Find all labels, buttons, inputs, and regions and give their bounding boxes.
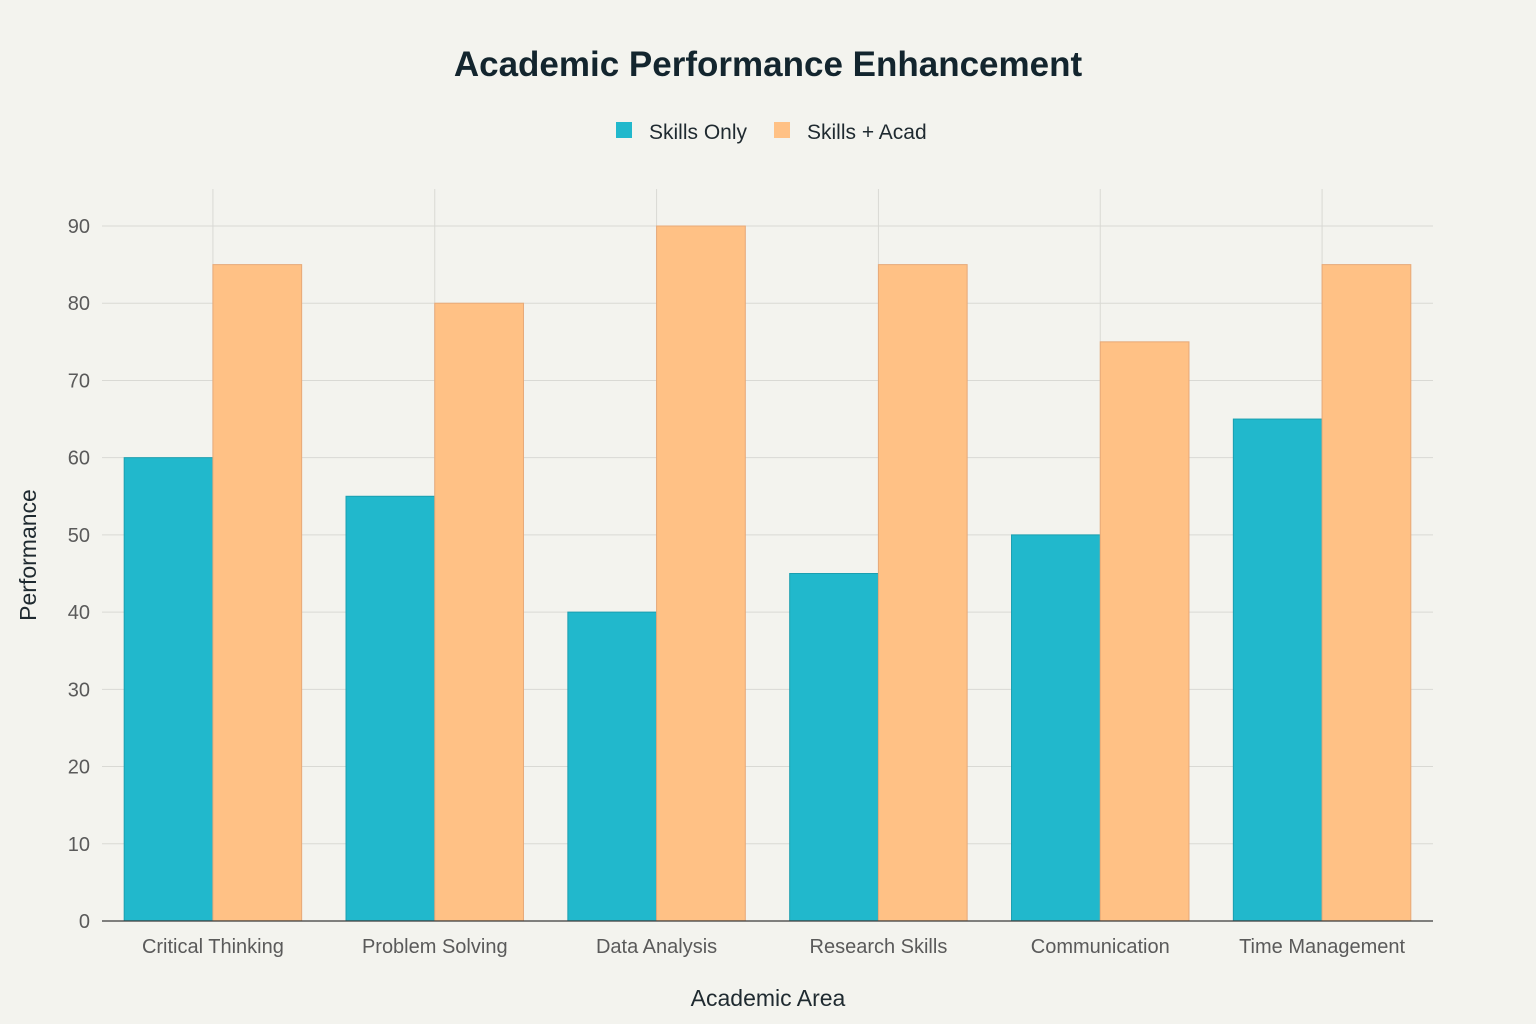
y-tick-label: 60: [68, 448, 90, 470]
bar-skills-only-research-skills: [789, 573, 879, 922]
y-tick-label: 40: [68, 602, 90, 624]
y-tick-label: 70: [68, 370, 90, 392]
x-tick-label: Data Analysis: [596, 936, 717, 958]
legend-swatch-skills-acad: [774, 122, 790, 138]
bar-skills-acad-communication: [1099, 341, 1190, 922]
bar-skills-acad-data-analysis: [656, 225, 746, 922]
bar-skills-acad-problem-solving: [434, 302, 524, 922]
y-tick-label: 0: [79, 911, 90, 933]
bar-skills-acad-time-management: [1321, 264, 1412, 922]
bar-skills-only-data-analysis: [567, 611, 658, 922]
y-tick-label: 90: [68, 216, 90, 238]
x-tick-label: Problem Solving: [362, 936, 508, 958]
y-tick-label: 30: [68, 679, 90, 701]
x-tick-label: Communication: [1031, 936, 1170, 958]
x-tick-label: Critical Thinking: [142, 936, 284, 958]
bar-skills-acad-critical-thinking: [212, 264, 303, 922]
legend-label-skills-only: Skills Only: [649, 121, 748, 144]
bar-skills-only-communication: [1011, 534, 1101, 922]
bar-skills-only-time-management: [1232, 418, 1323, 922]
legend-swatch-skills-only: [616, 122, 632, 138]
legend: Skills Only Skills + Acad: [616, 121, 927, 144]
bars: [123, 225, 1412, 922]
y-axis-ticks: 0 10 20 30 40 50 60 70 80 90: [68, 216, 90, 933]
x-axis-ticks: Critical Thinking Problem Solving Data Ana…: [142, 936, 1406, 958]
bar-skills-only-critical-thinking: [123, 457, 214, 922]
bar-skills-acad-research-skills: [877, 264, 968, 922]
x-tick-label: Research Skills: [810, 936, 948, 958]
legend-label-skills-acad: Skills + Acad: [807, 121, 927, 144]
x-axis-title: Academic Area: [691, 985, 846, 1011]
y-tick-label: 80: [68, 293, 90, 315]
x-tick-label: Time Management: [1239, 936, 1405, 958]
y-tick-label: 50: [68, 525, 90, 547]
y-tick-label: 10: [68, 834, 90, 856]
y-axis-title: Performance: [15, 489, 41, 621]
bar-skills-only-problem-solving: [345, 495, 436, 922]
chart-title: Academic Performance Enhancement: [454, 45, 1083, 84]
y-tick-label: 20: [68, 757, 90, 779]
